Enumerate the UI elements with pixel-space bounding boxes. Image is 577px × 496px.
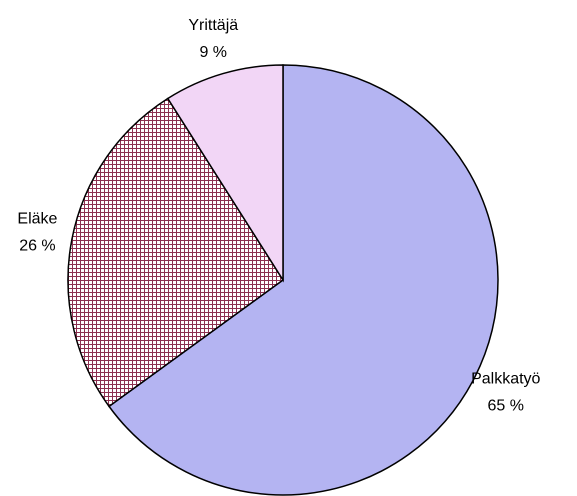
slice-label: Eläke bbox=[17, 210, 57, 227]
slice-value-label: 9 % bbox=[199, 44, 227, 61]
slice-label: Yrittäjä bbox=[188, 17, 238, 34]
pie-slice bbox=[166, 64, 284, 283]
slice-value-label: 26 % bbox=[19, 237, 55, 254]
slice-value-label: 65 % bbox=[488, 398, 524, 415]
pie-slice bbox=[67, 97, 285, 408]
pie-slice bbox=[108, 64, 499, 496]
slice-label: Palkkatyö bbox=[471, 371, 540, 388]
